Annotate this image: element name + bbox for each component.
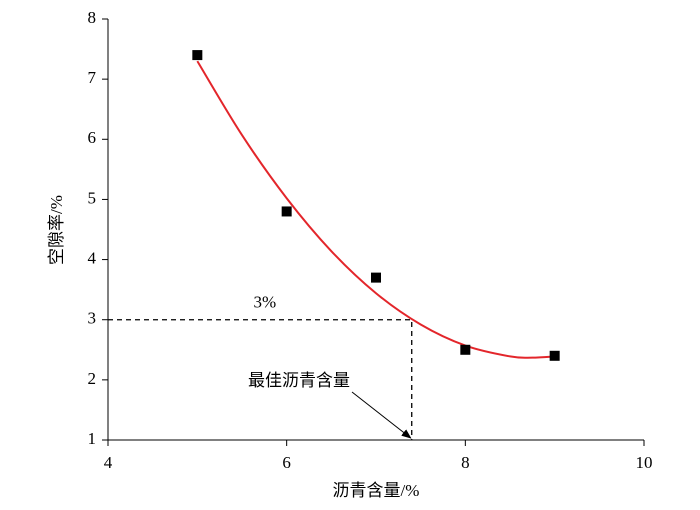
point [281,206,292,217]
x-tick-label: 10 [636,453,653,472]
annotation: 3% [254,293,277,312]
point [192,50,203,61]
reference-line [108,319,413,440]
point [371,272,381,283]
fit-curve [196,60,555,359]
x-axis-label: 沥青含量/% [333,481,420,500]
y-tick-label: 2 [88,369,97,388]
annotation-arrow [351,391,412,439]
point [460,344,471,355]
x-tick-label: 8 [461,453,470,472]
y-tick-label: 4 [88,248,97,267]
y-tick-label: 5 [88,188,97,207]
y-tick-label: 6 [88,128,97,147]
annotation: 最佳沥青含量 [248,371,350,390]
point [549,350,560,361]
y-axis-label: 空隙率/% [47,195,66,265]
y-tick-label: 3 [88,309,97,328]
x-tick-label: 4 [104,453,113,472]
x-tick-label: 6 [282,453,291,472]
y-tick-label: 7 [88,68,97,87]
y-tick-label: 1 [88,429,97,448]
y-tick-label: 8 [88,8,97,27]
